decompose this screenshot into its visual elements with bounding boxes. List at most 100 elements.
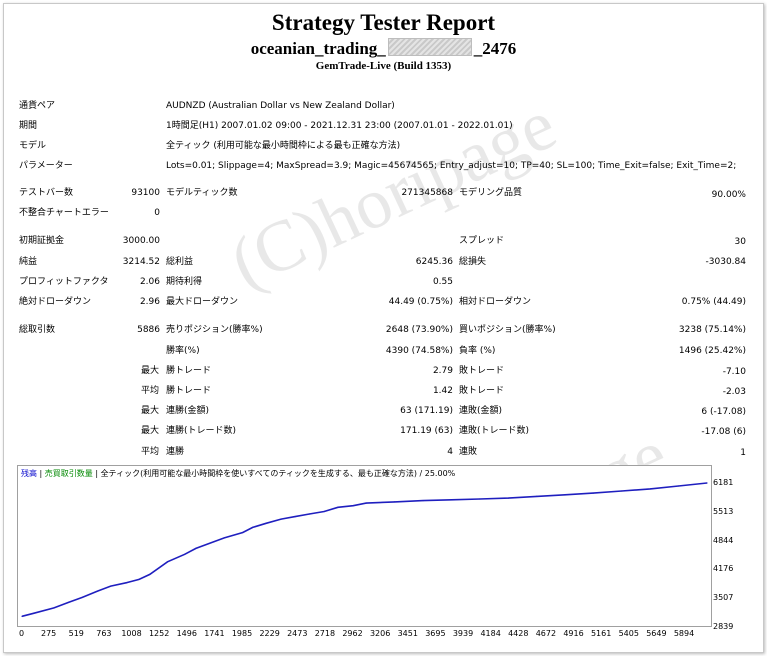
x-tick-label: 4672	[535, 629, 557, 638]
balance-point	[223, 537, 225, 539]
avg-loss-value: -2.03	[722, 387, 746, 397]
quality-value: 90.00%	[711, 190, 746, 200]
balance-point	[337, 506, 339, 508]
x-tick-label: 4184	[480, 629, 501, 638]
y-tick-label: 4176	[713, 564, 734, 574]
loss-rate-label: 負率 (%)	[459, 346, 496, 356]
deposit-value: 3000.00	[122, 236, 160, 246]
balance-point	[507, 497, 509, 499]
legend-lot: 売買取引数量	[44, 469, 93, 478]
balance-point	[706, 482, 708, 484]
rel-dd-value: 0.75% (44.49)	[681, 297, 746, 307]
trades-value: 5886	[137, 325, 160, 335]
server-build: GemTrade-Live (Build 1353)	[315, 60, 452, 72]
ea-name-suffix: _2476	[473, 39, 517, 58]
max-word-2: 最大	[141, 406, 160, 416]
balance-point	[213, 541, 215, 543]
ticks-value: 271345868	[401, 188, 453, 198]
max-dd-label: 最大ドローダウン	[166, 297, 239, 307]
balance-chart	[17, 465, 712, 627]
balance-point	[138, 578, 140, 580]
largest-win-value: 2.79	[432, 366, 453, 376]
x-tick-label: 2229	[259, 629, 280, 638]
avg-cons-loss-value: 1	[740, 448, 746, 458]
ea-name-prefix: oceanian_trading_	[250, 39, 386, 58]
pf-value: 2.06	[139, 277, 160, 287]
x-tick-label: 763	[96, 629, 112, 638]
balance-point	[184, 553, 186, 555]
max-cons-win-cnt-label: 連勝(トレード数)	[166, 426, 237, 436]
balance-point	[592, 492, 594, 494]
x-tick-label: 275	[40, 629, 57, 638]
x-tick-label: 1008	[121, 629, 142, 638]
balance-point	[96, 590, 99, 592]
model-value: 全ティック (利用可能な最小時間枠による最も正確な方法)	[166, 141, 401, 151]
x-tick-label: 2473	[287, 629, 308, 638]
period-label: 期間	[19, 121, 38, 131]
max-cons-loss-amt-label: 連敗(金額)	[459, 406, 503, 416]
max-cons-win-amt-value: 63 (171.19)	[400, 406, 453, 416]
symbol-label: 通貨ペア	[19, 101, 56, 111]
gross-profit-label: 総利益	[166, 257, 194, 267]
balance-point	[67, 601, 70, 603]
balance-point	[621, 490, 623, 492]
balance-point	[294, 516, 296, 518]
x-tick-label: 4916	[563, 629, 584, 638]
model-label: モデル	[19, 141, 47, 151]
balance-point	[166, 561, 169, 563]
balance-point	[33, 612, 35, 614]
trades-label: 総取引数	[19, 325, 56, 335]
x-tick-label: 5161	[590, 629, 612, 638]
payoff-label: 期待利得	[166, 277, 203, 287]
balance-point	[195, 547, 197, 549]
balance-line-series-0	[21, 482, 708, 618]
period-value: 1時間足(H1) 2007.01.02 09:00 - 2021.12.31 2…	[166, 121, 513, 131]
ea-name: oceanian_trading_ _2476	[0, 38, 767, 59]
y-tick-label: 5513	[713, 506, 734, 516]
balance-point	[242, 531, 244, 534]
largest-loss-value: -7.10	[722, 367, 746, 377]
balance-point	[149, 573, 151, 575]
gross-loss-label: 総損失	[459, 257, 487, 267]
rel-dd-label: 相対ドローダウン	[459, 297, 532, 307]
x-tick-label: 2718	[314, 629, 336, 638]
avg-loss-label: 敗トレード	[459, 386, 505, 396]
balance-point	[394, 501, 396, 503]
balance-point	[536, 495, 538, 497]
balance-point	[53, 607, 55, 609]
legend-quality: 25.00%	[424, 469, 456, 478]
y-tick-label: 6181	[713, 478, 734, 487]
balance-point	[677, 485, 680, 487]
max-word: 最大	[141, 366, 160, 376]
abs-dd-value: 2.96	[139, 297, 160, 307]
payoff-value: 0.55	[432, 277, 453, 287]
net-label: 純益	[19, 257, 38, 267]
balance-point	[280, 518, 282, 520]
y-tick-label: 2839	[713, 622, 734, 631]
deposit-label: 初期証拠金	[19, 236, 65, 246]
x-tick-label: 4428	[508, 629, 529, 638]
x-tick-label: 1496	[176, 629, 197, 638]
max-cons-loss-amt-value: 6 (-17.08)	[701, 407, 746, 417]
max-word-3: 最大	[141, 426, 160, 436]
x-tick-label: 3451	[397, 629, 418, 638]
avg-cons-win-value: 4	[447, 447, 453, 457]
x-tick-label: 5405	[618, 629, 639, 638]
short-label: 売りポジション(勝率%)	[166, 325, 263, 335]
x-tick-label: 1252	[148, 629, 170, 638]
bars-label: テストバー数	[19, 188, 74, 198]
balance-point	[126, 582, 128, 584]
spread-value: 30	[734, 237, 746, 247]
y-tick-label: 3507	[713, 593, 734, 603]
balance-point	[352, 505, 354, 507]
params-label: パラメーター	[19, 161, 73, 171]
balance-point	[323, 510, 325, 513]
balance-point	[308, 513, 310, 515]
avg-win-label: 勝トレード	[166, 386, 212, 396]
net-value: 3214.52	[122, 257, 160, 267]
quality-label: モデリング品質	[459, 188, 523, 198]
largest-win-label: 勝トレード	[166, 366, 212, 376]
short-value: 2648 (73.90%)	[385, 325, 453, 335]
bars-value: 93100	[131, 188, 160, 198]
x-tick-label: 5894	[673, 629, 695, 638]
